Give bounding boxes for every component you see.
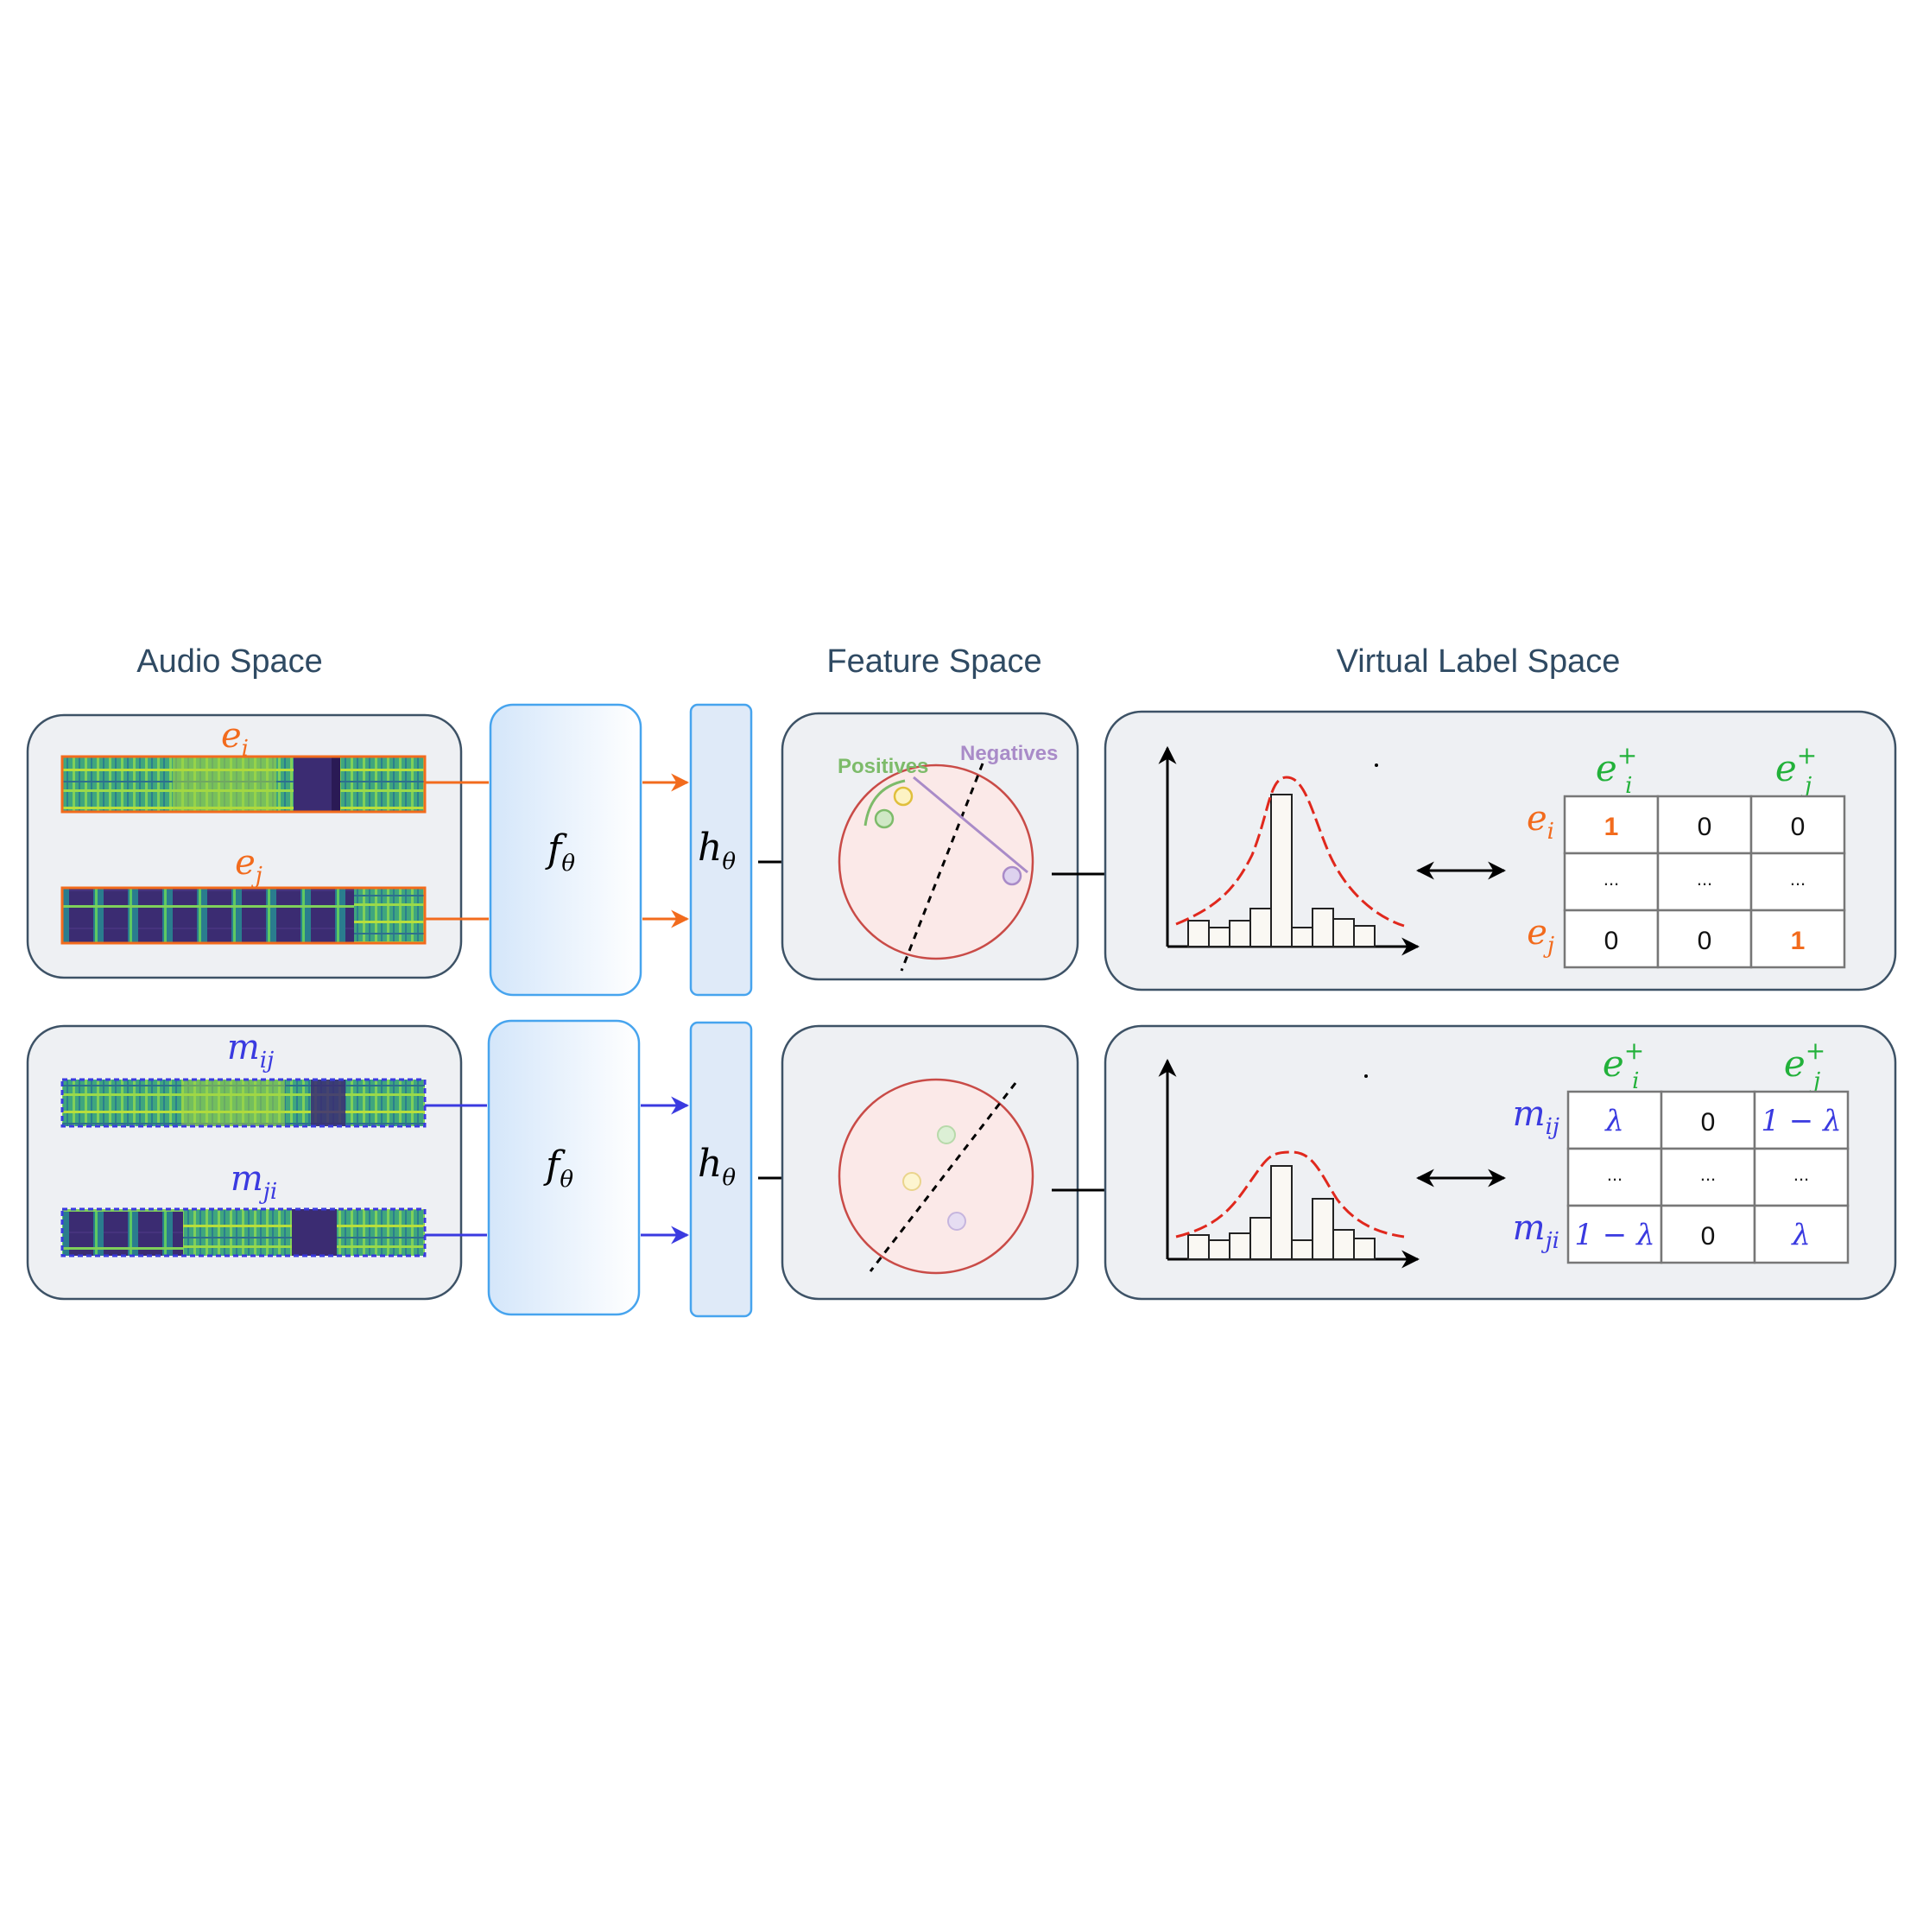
histogram-bar [1187,1234,1210,1260]
histogram-bar [1312,908,1334,947]
input-label-m-ji: mji [231,1159,277,1205]
matrix-cell-value: 1 [1604,813,1619,841]
histogram-bar [1353,1238,1376,1260]
matrix-cell-value: ... [1607,1163,1623,1185]
spectrogram-m-ij [60,1078,427,1128]
matrix-row-label: ei [1527,799,1554,845]
histogram-bar [1332,918,1355,947]
matrix-cell [1749,852,1846,912]
row-original: ei ej fθ hθ [26,703,1897,997]
matrix-cell-value: ... [1790,868,1806,890]
matrix-cell-value: 1 [1791,927,1806,955]
matrix-cell-value: 1 − λ [1761,1104,1841,1138]
histogram-bar [1353,925,1376,947]
histogram-bar [1270,1165,1293,1260]
matrix-row-label: mij [1513,1094,1559,1140]
histogram-bar [1249,1217,1272,1260]
matrix-cell-value: ... [1697,868,1712,890]
histogram-bar [1208,1239,1230,1260]
embedding-point-positive [874,808,895,829]
distribution-curve [1175,1150,1405,1238]
histogram-bar [1270,794,1293,947]
matrix-cell [1656,909,1753,969]
label-matrix-original: e+ i e+ j ei ej 1 0 0...... ... 0 0 1 [1527,741,1846,969]
matrix-cell [1753,1147,1850,1207]
histogram-bar [1312,1198,1334,1260]
matrix-row-label: mji [1513,1208,1559,1254]
matrix-cell-value: 0 [1698,813,1712,841]
decision-boundary-mixed [869,1082,1017,1272]
decision-boundary-original [900,763,984,972]
matrix-cell-value: λ [1790,1218,1811,1252]
header-audio-space: Audio Space [136,643,323,680]
matrix-cell [1566,1204,1663,1264]
head-h-theta-mixed [689,1021,753,1318]
encoder-f-theta-original [489,703,642,997]
matrix-cell [1660,1204,1756,1264]
matrix-cell-value: 0 [1701,1108,1716,1137]
row-mixed: mij mji fθ hθ [26,1019,1897,1318]
embedding-point-mixed-yellow [902,1172,921,1191]
distribution-curve [1175,776,1405,928]
embedding-point-mixed-purple [947,1212,966,1231]
histogram-bar [1249,908,1272,947]
feature-hypersphere-mixed [838,1078,1034,1275]
spectrogram-e-j [60,886,427,945]
negatives-bracket [913,776,1028,874]
stray-dot-mixed [1364,1074,1368,1078]
histogram-bar [1229,920,1251,947]
input-label-e-j: ej [235,843,263,889]
matrix-col-header: e+ i [1603,1036,1644,1094]
input-label-e-i: ei [221,716,249,762]
matrix-cell-value: 0 [1698,927,1712,955]
matrix-cell [1753,1090,1850,1150]
matrix-col-header: e+ j [1775,741,1817,799]
spectrogram-e-i [60,755,427,814]
histogram-original [1158,745,1420,956]
matrix-row-label: ej [1527,913,1554,959]
matrix-cell [1749,909,1846,969]
negatives-label: Negatives [960,742,1058,765]
matrix-cell-value: ... [1793,1163,1809,1185]
embedding-point-anchor [893,786,914,807]
feature-hypersphere-original [838,763,1034,960]
head-label-original: hθ [698,826,736,875]
stray-dot-original [1375,763,1378,767]
positives-label: Positives [838,755,928,778]
histogram-bar [1229,1232,1251,1260]
matrix-cell [1563,909,1660,969]
matrix-col-header: e+ i [1596,741,1637,799]
matrix-cell-value: 0 [1791,813,1806,841]
matrix-cell-value: λ [1604,1104,1624,1138]
spectrogram-m-ji [60,1207,427,1257]
input-label-m-ij: mij [227,1028,274,1074]
histogram-bar [1208,927,1230,947]
matrix-cell-value: 0 [1604,927,1619,955]
histogram-bar [1291,927,1313,947]
head-label-mixed: hθ [698,1142,736,1191]
positives-bracket [863,779,906,827]
matrix-cell [1749,795,1846,855]
matrix-cell [1753,1204,1850,1264]
histogram-bar [1187,920,1210,947]
matrix-cell-value: 0 [1701,1222,1716,1251]
encoder-f-theta-mixed [487,1019,641,1316]
histogram-bar [1332,1229,1355,1260]
header-virtual-label-space: Virtual Label Space [1337,643,1621,680]
header-feature-space: Feature Space [826,643,1041,680]
embedding-point-mixed-green [937,1125,956,1144]
histogram-bar [1291,1239,1313,1260]
histogram-mixed [1158,1058,1420,1269]
head-h-theta-original [689,703,753,997]
matrix-cell-value: 1 − λ [1574,1218,1654,1252]
embedding-point-negative [1002,865,1022,886]
matrix-cell [1656,795,1753,855]
matrix-cell-value: ... [1604,868,1619,890]
matrix-cell [1566,1147,1663,1207]
matrix-cell-value: ... [1700,1163,1716,1185]
